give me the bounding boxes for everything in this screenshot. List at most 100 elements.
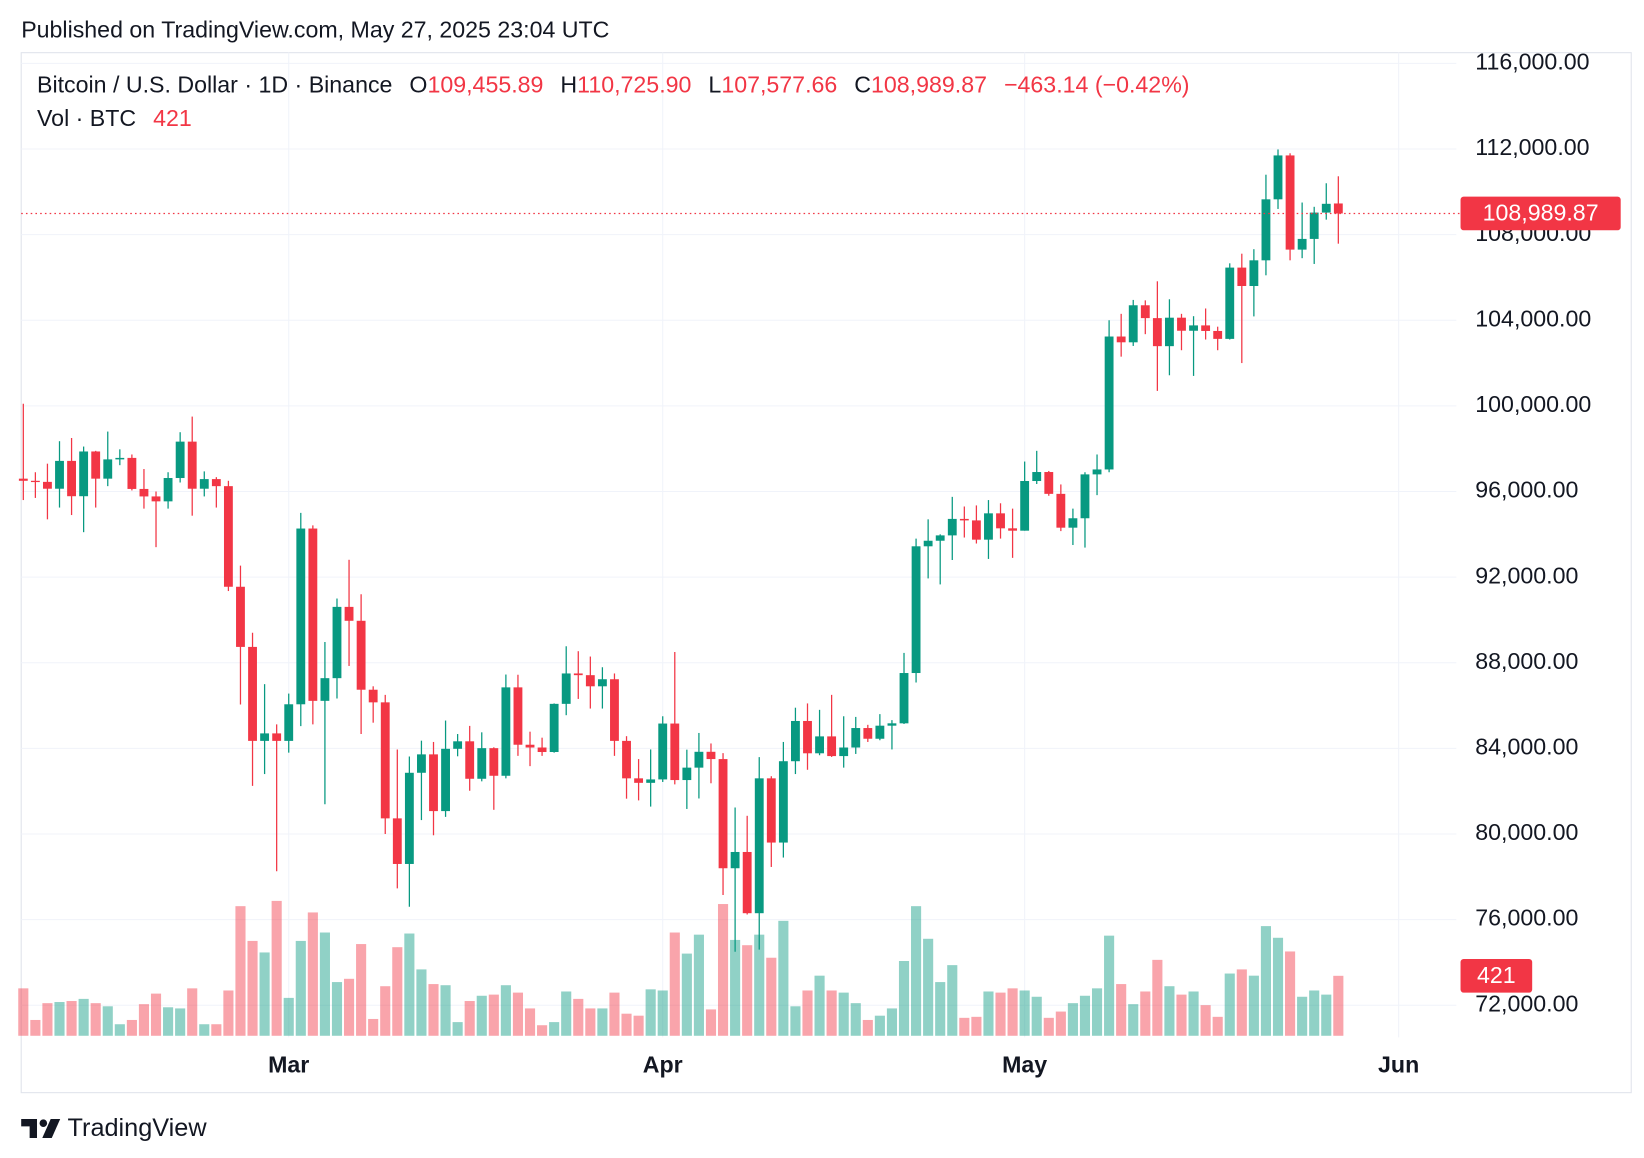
volume-bar bbox=[983, 991, 994, 1036]
candle-body bbox=[67, 460, 76, 497]
volume-bar bbox=[1321, 994, 1332, 1036]
volume-bar bbox=[886, 1008, 898, 1036]
candle-body bbox=[984, 513, 993, 540]
published-note: Published on TradingView.com, May 27, 20… bbox=[21, 17, 609, 43]
volume-bar bbox=[235, 906, 246, 1036]
candle-body bbox=[1128, 305, 1138, 343]
candle-body bbox=[766, 778, 776, 843]
candle-body bbox=[163, 478, 173, 502]
candle-body bbox=[175, 441, 185, 479]
volume-bar bbox=[223, 990, 234, 1036]
volume-bar bbox=[911, 906, 922, 1036]
volume-bar bbox=[1031, 996, 1042, 1036]
candle-body bbox=[356, 620, 366, 690]
volume-bar bbox=[1128, 1004, 1139, 1036]
candle-body bbox=[55, 460, 64, 489]
volume-bar bbox=[826, 990, 837, 1036]
candle-body bbox=[429, 754, 438, 812]
volume-bar bbox=[1067, 1003, 1078, 1036]
volume-bar bbox=[440, 985, 451, 1036]
candle-body bbox=[151, 496, 161, 502]
candle-body bbox=[103, 459, 113, 479]
candle-body bbox=[706, 751, 716, 760]
volume-bar bbox=[138, 1004, 150, 1036]
volume-bar bbox=[428, 984, 439, 1036]
candle-body bbox=[851, 728, 861, 748]
candle-body bbox=[561, 673, 571, 704]
y-tick-label: 92,000.00 bbox=[1475, 562, 1578, 588]
candle-body bbox=[1261, 199, 1271, 261]
volume-bar bbox=[971, 1016, 982, 1036]
volume-bar bbox=[18, 988, 29, 1036]
candle-body bbox=[1056, 493, 1066, 528]
last-price-text: 108,989.87 bbox=[1483, 200, 1599, 226]
volume-bar bbox=[657, 990, 668, 1036]
volume-bar bbox=[1260, 926, 1271, 1036]
candle-body bbox=[573, 673, 583, 676]
volume-bar bbox=[163, 1007, 174, 1036]
volume-bar bbox=[368, 1018, 379, 1036]
x-tick-label: May bbox=[1002, 1051, 1047, 1077]
candle-body bbox=[320, 678, 330, 701]
candle-body bbox=[682, 767, 692, 781]
volume-bar bbox=[126, 1019, 137, 1036]
volume-bar bbox=[1079, 995, 1091, 1036]
volume-bar bbox=[862, 1019, 873, 1036]
close-label: C bbox=[854, 72, 871, 98]
candle-body bbox=[1249, 260, 1259, 287]
volume-bar bbox=[838, 992, 849, 1036]
volume-bar bbox=[1188, 991, 1199, 1036]
volume-bar bbox=[90, 1003, 101, 1036]
candle-body bbox=[344, 606, 354, 621]
volume-bar bbox=[66, 1001, 77, 1036]
candle-body bbox=[392, 818, 402, 864]
volume-bar bbox=[500, 985, 511, 1036]
x-tick-label: Jun bbox=[1378, 1051, 1419, 1077]
candle-body bbox=[91, 451, 101, 479]
volume-bar bbox=[1104, 935, 1115, 1036]
candle-body bbox=[754, 778, 764, 914]
y-tick-label: 72,000.00 bbox=[1475, 990, 1578, 1016]
candle-body bbox=[1237, 267, 1247, 287]
high-label: H bbox=[560, 72, 577, 98]
volume-bar bbox=[199, 1024, 210, 1036]
candle-body bbox=[1177, 317, 1186, 331]
volume-bar bbox=[476, 995, 487, 1036]
y-tick-label: 88,000.00 bbox=[1475, 648, 1578, 674]
volume-bar bbox=[754, 934, 765, 1036]
volume-bar bbox=[802, 990, 813, 1036]
candle-body bbox=[1201, 325, 1211, 331]
volume-bar bbox=[524, 1008, 536, 1036]
volume-bar bbox=[1248, 975, 1259, 1036]
volume-bar bbox=[1152, 959, 1163, 1036]
candle-body bbox=[803, 720, 812, 754]
volume-bar bbox=[850, 1003, 861, 1036]
volume-bar bbox=[416, 969, 427, 1036]
volume-bar bbox=[1212, 1016, 1223, 1036]
brand-name: TradingView bbox=[68, 1114, 208, 1142]
low-value: 107,577.66 bbox=[721, 72, 837, 98]
candle-body bbox=[718, 759, 728, 869]
candle-body bbox=[815, 736, 824, 754]
volume-bar bbox=[1224, 973, 1235, 1036]
volume-bar bbox=[1297, 996, 1308, 1036]
volume-bar bbox=[898, 961, 910, 1036]
candle-body bbox=[1032, 472, 1042, 482]
candle-body bbox=[634, 778, 644, 783]
candle-body bbox=[827, 736, 837, 757]
volume-bar bbox=[307, 912, 318, 1036]
candle-body bbox=[839, 747, 849, 757]
volume-legend: Vol · BTC 421 bbox=[37, 105, 192, 131]
volume-bar bbox=[488, 994, 499, 1036]
volume-bar bbox=[259, 952, 270, 1036]
y-tick-label: 100,000.00 bbox=[1475, 391, 1591, 417]
candle-body bbox=[1116, 336, 1126, 343]
volume-bar bbox=[585, 1008, 596, 1036]
volume-bar bbox=[1116, 984, 1127, 1036]
candle-body bbox=[670, 723, 680, 781]
volume-bar bbox=[331, 982, 343, 1036]
volume-bar bbox=[1236, 969, 1247, 1036]
candle-body bbox=[441, 748, 450, 812]
change-value: −463.14 (−0.42%) bbox=[1004, 72, 1190, 98]
candle-body bbox=[368, 689, 378, 703]
